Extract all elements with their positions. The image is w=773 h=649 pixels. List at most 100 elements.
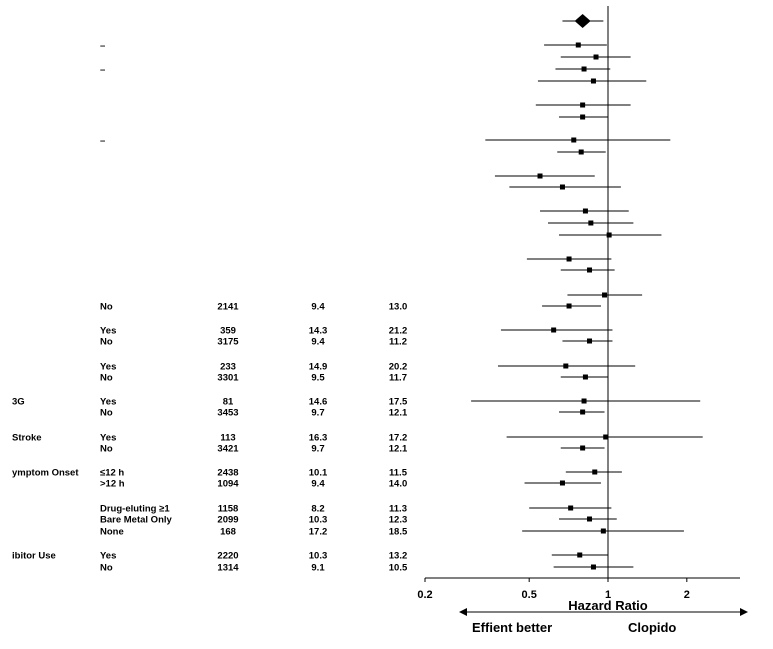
point-estimate xyxy=(580,445,586,451)
sample-size: 1314 xyxy=(217,563,239,574)
subgroup-level: Bare Metal Only xyxy=(100,515,173,526)
point-estimate xyxy=(575,42,581,48)
direction-label-right: Clopido xyxy=(628,620,676,635)
event-rate-clopidogrel: 11.2 xyxy=(389,337,407,348)
point-estimate xyxy=(566,256,572,262)
sample-size: 1094 xyxy=(217,479,239,490)
sample-size: 2438 xyxy=(217,468,238,479)
point-estimate xyxy=(593,54,599,60)
point-estimate xyxy=(563,363,569,369)
subgroup-level: Yes xyxy=(100,551,116,562)
point-estimate xyxy=(568,505,574,511)
point-estimate xyxy=(603,434,609,440)
arrow-right-head xyxy=(740,608,748,616)
event-rate-clopidogrel: 17.5 xyxy=(389,397,408,408)
point-estimate xyxy=(602,292,608,298)
point-estimate xyxy=(578,149,584,155)
subgroup-level: – xyxy=(100,136,105,147)
sample-size: 2141 xyxy=(217,302,239,313)
event-rate-effient: 17.2 xyxy=(309,527,328,538)
sample-size: 3175 xyxy=(217,337,239,348)
point-estimate xyxy=(537,173,543,179)
point-estimate xyxy=(582,208,588,214)
subgroup-level: ≤12 h xyxy=(100,468,124,479)
sample-size: 359 xyxy=(220,326,236,337)
point-estimate xyxy=(581,66,587,72)
arrow-left-head xyxy=(459,608,467,616)
subgroup-level: No xyxy=(100,373,113,384)
overall-diamond xyxy=(574,14,591,28)
event-rate-effient: 9.4 xyxy=(311,479,325,490)
point-estimate xyxy=(590,564,596,570)
subgroup-category: Stroke xyxy=(12,433,42,444)
sample-size: 2220 xyxy=(217,551,238,562)
event-rate-clopidogrel: 13.2 xyxy=(389,551,408,562)
event-rate-effient: 9.4 xyxy=(311,337,325,348)
event-rate-clopidogrel: 11.5 xyxy=(389,468,408,479)
event-rate-effient: 10.1 xyxy=(309,468,328,479)
subgroup-level: Drug-eluting ≥1 xyxy=(100,504,170,515)
event-rate-clopidogrel: 17.2 xyxy=(389,433,408,444)
event-rate-clopidogrel: 20.2 xyxy=(389,362,408,373)
event-rate-clopidogrel: 21.2 xyxy=(389,326,408,337)
subgroup-level: No xyxy=(100,408,113,419)
subgroup-level: – xyxy=(100,41,105,52)
marks-layer xyxy=(471,6,703,578)
point-estimate xyxy=(590,78,596,84)
point-estimate xyxy=(581,398,587,404)
event-rate-effient: 10.3 xyxy=(309,515,328,526)
event-rate-clopidogrel: 12.3 xyxy=(389,515,408,526)
point-estimate xyxy=(587,267,593,273)
point-estimate xyxy=(559,480,565,486)
point-estimate xyxy=(551,327,557,333)
subgroup-level: Yes xyxy=(100,326,116,337)
subgroup-category: ymptom Onset xyxy=(12,468,79,479)
subgroup-level: Yes xyxy=(100,433,116,444)
event-rate-effient: 9.4 xyxy=(311,302,325,313)
event-rate-effient: 10.3 xyxy=(309,551,328,562)
sample-size: 81 xyxy=(223,397,234,408)
event-rate-clopidogrel: 10.5 xyxy=(389,563,408,574)
subgroup-level: Yes xyxy=(100,397,116,408)
direction-label-left: Effient better xyxy=(472,620,552,635)
sample-size: 3301 xyxy=(217,373,239,384)
event-rate-effient: 14.9 xyxy=(309,362,328,373)
sample-size: 113 xyxy=(220,433,235,444)
subgroup-level: No xyxy=(100,563,113,574)
point-estimate xyxy=(566,303,572,309)
event-rate-clopidogrel: 11.7 xyxy=(389,373,407,384)
event-rate-effient: 16.3 xyxy=(309,433,328,444)
subgroup-category: ibitor Use xyxy=(12,551,56,562)
subgroup-level: Yes xyxy=(100,362,116,373)
sample-size: 3453 xyxy=(217,408,238,419)
x-axis-title: Hazard Ratio xyxy=(568,598,648,613)
sample-size: 3421 xyxy=(217,444,239,455)
point-estimate xyxy=(600,528,606,534)
event-rate-effient: 9.5 xyxy=(311,373,325,384)
point-estimate xyxy=(588,220,594,226)
event-rate-clopidogrel: 12.1 xyxy=(389,408,408,419)
subgroup-level: No xyxy=(100,444,113,455)
sample-size: 1158 xyxy=(218,504,239,515)
event-rate-clopidogrel: 11.3 xyxy=(389,504,407,515)
subgroup-level: >12 h xyxy=(100,479,125,490)
sample-size: 2099 xyxy=(217,515,238,526)
point-estimate xyxy=(580,409,586,415)
sample-size: 233 xyxy=(220,362,236,373)
point-estimate xyxy=(587,516,593,522)
x-tick-label: 2 xyxy=(684,589,690,601)
point-estimate xyxy=(587,338,593,344)
x-axis: 0.2 0.5 1 2 Hazard Ratio Effient better Clopid… xyxy=(417,577,748,635)
event-rate-effient: 8.2 xyxy=(311,504,324,515)
event-rate-clopidogrel: 18.5 xyxy=(389,527,408,538)
point-estimate xyxy=(580,102,586,108)
subgroup-level: None xyxy=(100,527,124,538)
subgroup-level: No xyxy=(100,337,113,348)
event-rate-clopidogrel: 14.0 xyxy=(389,479,408,490)
x-tick-label: 0.5 xyxy=(522,589,537,601)
point-estimate xyxy=(606,232,612,238)
point-estimate xyxy=(577,552,583,558)
point-estimate xyxy=(559,184,565,190)
subgroup-level: No xyxy=(100,302,113,313)
